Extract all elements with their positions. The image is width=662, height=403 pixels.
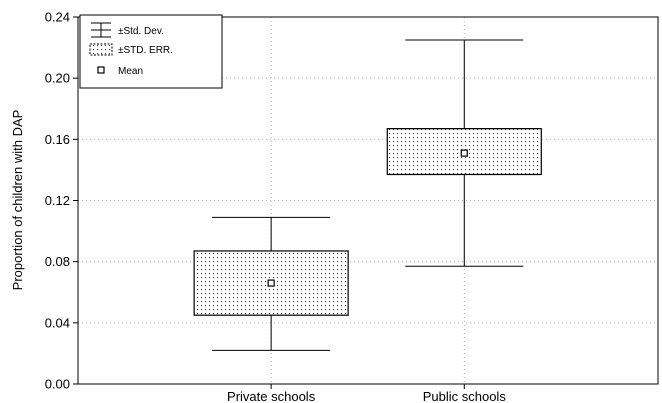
y-axis: 0.00 0.04 0.08 0.12 0.16 0.20 0.24 [45,10,78,392]
y-tick-label: 0.04 [45,315,70,330]
legend-std-err-icon [89,43,113,56]
mean-marker [460,149,468,157]
y-tick-label: 0.16 [45,132,70,147]
series [193,39,542,351]
legend: ±Std. Dev. ±STD. ERR. Mean [79,14,223,89]
legend-std-dev-icon [91,22,111,38]
y-tick-label: 0.00 [45,377,70,392]
x-tick-label: Private schools [227,389,316,403]
y-tick-label: 0.24 [45,10,70,25]
y-tick-label: 0.12 [45,193,70,208]
legend-mean-label: Mean [118,66,143,77]
legend-mean-icon [97,66,105,74]
x-axis: Private schools Public schools [227,384,506,403]
series-1 [386,39,542,267]
mean-marker [267,279,275,287]
y-axis-title: Proportion of children with DAP [10,110,25,291]
legend-std-err-label: ±STD. ERR. [118,45,173,56]
series-0 [193,216,349,351]
y-tick-label: 0.20 [45,71,70,86]
y-tick-label: 0.08 [45,254,70,269]
legend-std-dev-label: ±Std. Dev. [118,26,164,37]
x-tick-label: Public schools [423,389,507,403]
